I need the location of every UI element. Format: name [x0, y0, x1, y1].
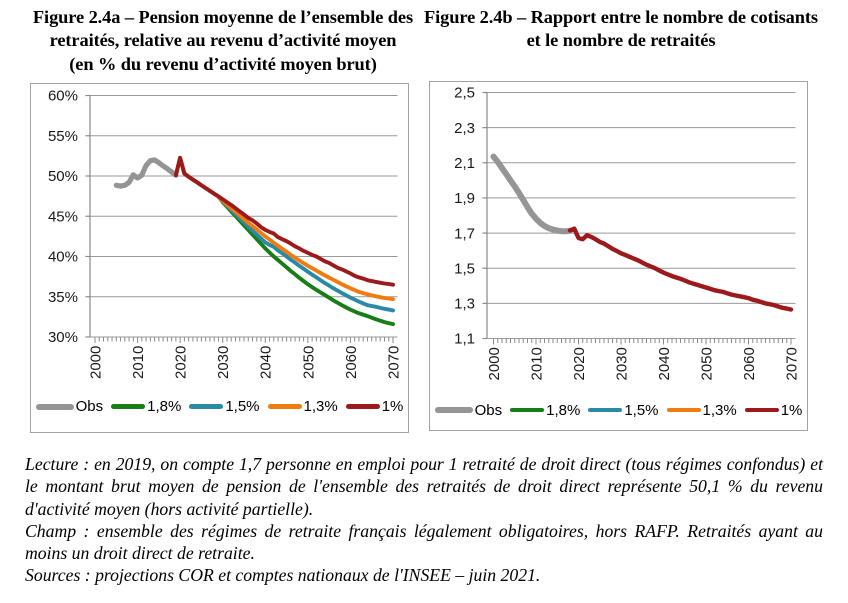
x-tick-label: 2070	[385, 346, 402, 379]
notes-block: Lecture : en 2019, on compte 1,7 personn…	[25, 453, 823, 587]
y-tick-label: 1,7	[454, 225, 475, 242]
note-sources: Sources : projections COR et comptes nat…	[25, 565, 541, 586]
figure-a-chart-panel: 60% 55% 50% 45% 40% 35% 30% 2000 2010 2020 2030 204…	[30, 83, 409, 433]
legend-label: 1,3%	[702, 401, 737, 419]
x-tick-label: 2010	[130, 346, 147, 379]
legend-item-18: 1,8%	[510, 402, 580, 419]
y-tick-label: 30%	[48, 329, 78, 346]
legend-key-icon	[666, 407, 701, 413]
legend-key-icon	[588, 407, 623, 413]
x-tick-label: 2060	[343, 346, 360, 379]
figure-a-title-line-1: Figure 2.4a – Pension moyenne de l’ensem…	[32, 7, 414, 27]
legend-key-icon	[744, 407, 779, 413]
y-tick-label: 1,9	[454, 190, 475, 207]
y-tick-label: 55%	[48, 128, 78, 145]
legend-label: Obs	[474, 401, 503, 419]
x-tick-label: 2050	[300, 346, 317, 379]
figure-a-plot: 60% 55% 50% 45% 40% 35% 30% 2000 2010 2020 2030 204…	[48, 88, 402, 379]
figure-b-legend: Obs 1,8% 1,5% 1,3% 1%	[430, 402, 807, 419]
y-tick-label: 2,5	[454, 85, 475, 102]
legend-label: 1,5%	[624, 401, 659, 419]
y-tick-label: 40%	[48, 249, 78, 266]
figure-a-legend: Obs 1,8% 1,5% 1,3% 1%	[31, 398, 408, 415]
legend-item-15: 1,5%	[189, 398, 260, 415]
y-tick-label: 35%	[48, 289, 78, 306]
figure-b-title: Figure 2.4b – Rapport entre le nombre de…	[421, 6, 821, 53]
series-line-1	[173, 155, 395, 287]
series-line-Obs	[490, 153, 573, 235]
legend-key-icon	[510, 407, 545, 413]
figure-b-plot: 2,5 2,3 2,1 1,9 1,7 1,5 1,3 1,1 2000 2010 2020 2030…	[454, 85, 800, 381]
x-tick-label: 2050	[698, 347, 715, 380]
legend-key-icon	[434, 407, 473, 413]
legend-key-icon	[189, 404, 224, 409]
x-tick-label: 2030	[613, 347, 630, 380]
legend-key-icon	[35, 403, 74, 410]
series-line-15	[173, 155, 395, 313]
y-tick-label: 1,3	[454, 296, 475, 313]
x-tick-label: 2040	[258, 346, 275, 379]
y-tick-label: 1,1	[454, 331, 475, 348]
legend-item-18: 1,8%	[111, 398, 181, 415]
x-tick-label: 2020	[173, 346, 190, 379]
x-tick-label: 2030	[215, 346, 232, 379]
x-tick-label: 2040	[656, 347, 673, 380]
note-champ: Champ : ensemble des régimes de retraite…	[25, 520, 823, 564]
legend-label: 1,3%	[303, 398, 338, 415]
legend-label: 1,5%	[225, 398, 260, 415]
legend-item-13: 1,3%	[267, 398, 338, 415]
x-tick-label: 2000	[486, 347, 503, 380]
x-tick-label: 2060	[741, 347, 758, 380]
figure-a-title-line-2: retraités, relative au revenu d’activité…	[49, 30, 397, 51]
legend-key-icon	[267, 404, 302, 409]
y-tick-label: 60%	[48, 88, 78, 105]
figure-b-chart-panel: 2,5 2,3 2,1 1,9 1,7 1,5 1,3 1,1 2000 2010 2020 2030…	[429, 81, 808, 431]
series-line-1	[567, 226, 794, 312]
legend-item-13: 1,3%	[666, 401, 737, 419]
figure-b-title-line-2: et le nombre de retraités	[526, 30, 716, 51]
legend-item-Obs: Obs	[35, 398, 104, 415]
x-tick-label: 2010	[528, 347, 545, 380]
legend-key-icon	[111, 404, 146, 409]
series-line-Obs	[113, 157, 179, 189]
legend-label: 1%	[780, 401, 803, 419]
y-tick-label: 50%	[48, 168, 78, 185]
x-tick-label: 2020	[571, 347, 588, 380]
legend-item-1: 1%	[744, 401, 803, 419]
x-tick-label: 2000	[87, 346, 104, 379]
legend-label: 1%	[381, 398, 404, 415]
x-tick-label: 2070	[783, 347, 800, 380]
legend-label: Obs	[75, 398, 104, 415]
y-tick-label: 2,1	[454, 155, 475, 172]
legend-label: 1,8%	[546, 401, 581, 419]
legend-label: 1,8%	[147, 398, 182, 415]
y-tick-label: 45%	[48, 208, 78, 225]
note-lecture: Lecture : en 2019, on compte 1,7 personn…	[25, 454, 823, 519]
y-tick-label: 1,5	[454, 260, 475, 277]
legend-item-1: 1%	[345, 398, 404, 415]
y-tick-label: 2,3	[454, 120, 475, 137]
figure-a-title-line-3: (en % du revenu d’activité moyen brut)	[69, 53, 377, 74]
legend-item-15: 1,5%	[588, 401, 659, 419]
legend-key-icon	[345, 404, 380, 409]
legend-item-Obs: Obs	[434, 401, 503, 419]
figure-b-title-line-1: Figure 2.4b – Rapport entre le nombre de…	[424, 7, 818, 27]
figure-a-title: Figure 2.4a – Pension moyenne de l’ensem…	[23, 6, 423, 76]
